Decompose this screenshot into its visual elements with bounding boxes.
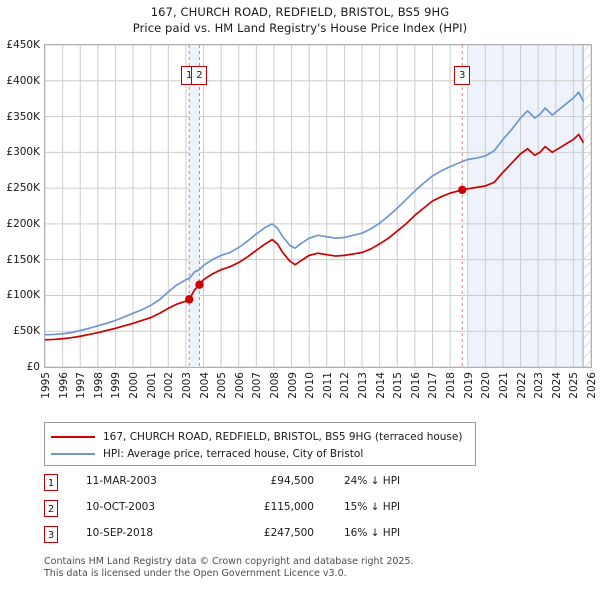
- chart-series: [45, 91, 584, 341]
- x-axis-tick: 2008: [268, 372, 281, 399]
- table-row: 3 10-SEP-2018 £247,500 16% ↓ HPI: [44, 526, 484, 552]
- transaction-date: 10-OCT-2003: [86, 501, 155, 513]
- x-axis-tick: 2012: [339, 372, 352, 399]
- marker-span-band: [189, 45, 200, 367]
- x-axis-tick: 2022: [515, 372, 528, 399]
- y-axis-labels: £0 £50K £100K £150K £200K £250K £300K £350K £400…: [0, 39, 42, 373]
- legend-item-price-paid: 167, CHURCH ROAD, REDFIELD, BRISTOL, BS5…: [51, 428, 469, 445]
- chart-bands: [467, 45, 591, 367]
- footer-attribution: Contains HM Land Registry data © Crown c…: [44, 556, 584, 579]
- chart-marker-badge: 3: [454, 66, 471, 85]
- table-row: 2 10-OCT-2003 £115,000 15% ↓ HPI: [44, 500, 484, 526]
- chart-event-lines: [188, 45, 463, 367]
- transaction-index-badge: 3: [44, 526, 58, 543]
- series-hpi: [45, 91, 584, 336]
- x-axis-tick: 2025: [568, 372, 581, 399]
- y-axis-tick: £150K: [6, 253, 40, 266]
- page-title: 167, CHURCH ROAD, REDFIELD, BRISTOL, BS5…: [150, 5, 450, 19]
- x-axis-labels: 1995 1996 1997 1998 1999 2000 2001 2002 2003 2004…: [40, 370, 598, 420]
- chart-svg: [45, 45, 591, 367]
- transaction-hpi-delta: 15% ↓ HPI: [344, 501, 401, 513]
- chart-area: £0 £50K £100K £150K £200K £250K £300K £350K £400…: [0, 39, 600, 399]
- chart-marker-badge: 2: [191, 66, 208, 85]
- y-axis-tick: £400K: [6, 74, 40, 87]
- chart-sale-markers: [185, 185, 467, 304]
- transaction-price: £94,500: [270, 475, 314, 487]
- transaction-index-badge: 1: [44, 474, 58, 491]
- y-axis-tick: £300K: [6, 146, 40, 159]
- x-axis-tick: 2005: [216, 372, 229, 399]
- x-axis-tick: 2001: [145, 372, 158, 399]
- x-axis-tick: 2016: [409, 372, 422, 399]
- legend-swatch-hpi: [51, 452, 95, 455]
- chart-gridlines: [45, 45, 591, 367]
- y-axis-tick: £0: [26, 361, 40, 373]
- x-axis-tick: 2007: [251, 372, 264, 399]
- x-axis-tick: 2026: [586, 372, 598, 399]
- series-price-paid: [45, 133, 584, 341]
- x-axis-tick: 2013: [357, 372, 370, 399]
- shaded-band: [467, 45, 584, 367]
- transactions-table: 1 11-MAR-2003 £94,500 24% ↓ HPI 2 10-OCT…: [44, 474, 484, 552]
- x-axis-tick: 1998: [92, 372, 105, 399]
- x-axis-tick: 2017: [427, 372, 440, 399]
- x-axis-tick: 2019: [462, 372, 475, 399]
- x-axis-tick: 2010: [304, 372, 317, 399]
- x-axis-tick: 2011: [321, 372, 334, 399]
- x-axis-tick: 2014: [374, 372, 387, 399]
- legend-swatch-price-paid: [51, 435, 95, 438]
- x-axis-tick: 2002: [163, 372, 176, 399]
- transaction-hpi-delta: 16% ↓ HPI: [344, 527, 401, 539]
- x-axis-tick: 2020: [480, 372, 493, 399]
- x-axis-tick: 2004: [198, 372, 211, 399]
- chart-legend: 167, CHURCH ROAD, REDFIELD, BRISTOL, BS5…: [44, 422, 476, 466]
- legend-label-hpi: HPI: Average price, terraced house, City…: [103, 447, 364, 460]
- sale-point: [185, 295, 194, 304]
- x-axis-tick: 2006: [233, 372, 246, 399]
- legend-item-hpi: HPI: Average price, terraced house, City…: [51, 445, 469, 462]
- x-axis-tick: 2003: [180, 372, 193, 399]
- page-subtitle: Price paid vs. HM Land Registry's House …: [132, 21, 468, 35]
- transaction-hpi-delta: 24% ↓ HPI: [344, 475, 401, 487]
- x-axis-tick: 1995: [40, 372, 52, 399]
- x-axis-tick: 1999: [110, 372, 123, 399]
- x-axis-tick: 2023: [533, 372, 546, 399]
- x-axis-tick: 2021: [497, 372, 510, 399]
- transaction-index-badge: 2: [44, 500, 58, 517]
- x-axis-tick: 1996: [57, 372, 70, 399]
- x-axis-tick: 2009: [286, 372, 299, 399]
- footer-line-2: This data is licensed under the Open Gov…: [44, 567, 347, 579]
- legend-label-price-paid: 167, CHURCH ROAD, REDFIELD, BRISTOL, BS5…: [103, 430, 463, 443]
- table-row: 1 11-MAR-2003 £94,500 24% ↓ HPI: [44, 474, 484, 500]
- chart-title-block: 167, CHURCH ROAD, REDFIELD, BRISTOL, BS5…: [0, 4, 600, 36]
- sale-point: [195, 280, 204, 289]
- plot-region: [44, 44, 592, 368]
- x-axis-tick: 2018: [445, 372, 458, 399]
- transaction-date: 10-SEP-2018: [86, 527, 154, 539]
- x-axis-tick: 2000: [128, 372, 141, 399]
- plot-inner: [45, 45, 591, 367]
- transaction-price: £115,000: [263, 501, 314, 513]
- y-axis-tick: £250K: [6, 182, 40, 195]
- y-axis-tick: £100K: [6, 289, 40, 302]
- transaction-date: 11-MAR-2003: [86, 475, 157, 487]
- x-axis-tick: 2015: [392, 372, 405, 399]
- y-axis-tick: £50K: [13, 325, 40, 338]
- sale-point: [458, 185, 467, 195]
- y-axis-tick: £350K: [6, 110, 40, 123]
- hatched-band: [583, 45, 591, 367]
- y-axis-tick: £200K: [6, 217, 40, 230]
- x-axis-tick: 2024: [550, 372, 563, 399]
- x-axis-tick: 1997: [75, 372, 88, 399]
- footer-line-1: Contains HM Land Registry data © Crown c…: [44, 556, 414, 567]
- transaction-price: £247,500: [263, 527, 314, 539]
- y-axis-tick: £450K: [6, 39, 40, 51]
